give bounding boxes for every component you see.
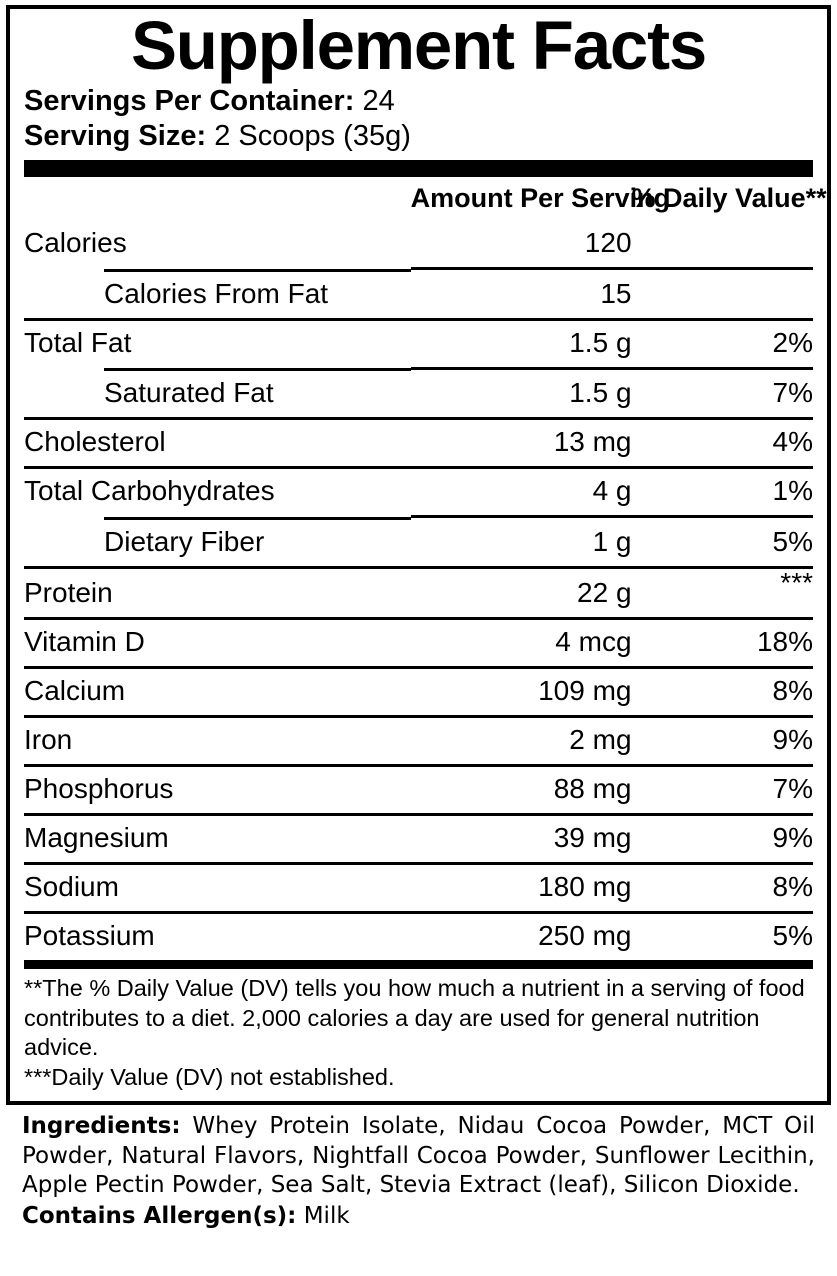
nutrient-daily-value (631, 267, 813, 320)
table-row: Phosphorus 88 mg 7% (24, 764, 813, 815)
table-row: Calories From Fat 15 (24, 267, 813, 320)
nutrient-name: Calcium (24, 666, 411, 717)
nutrient-amount: 250 mg (410, 911, 632, 961)
table-row: Magnesium 39 mg 9% (24, 813, 813, 864)
nutrient-name: Potassium (24, 911, 411, 961)
column-header-daily-value: % Daily Value** (631, 183, 827, 214)
nutrient-amount: 13 mg (410, 417, 632, 468)
nutrient-daily-value: 9% (631, 715, 813, 766)
nutrient-daily-value: 4% (631, 417, 813, 468)
table-row: Iron 2 mg 9% (24, 715, 813, 766)
table-row: Calories 120 (24, 221, 813, 269)
serving-info: Servings Per Container: 24 Serving Size:… (24, 84, 813, 161)
nutrient-name: Saturated Fat (24, 368, 411, 419)
table-row: Calcium 109 mg 8% (24, 666, 813, 717)
serving-size-label: Serving Size: (24, 119, 207, 152)
nutrient-name: Calories (24, 227, 127, 259)
servings-per-container-value: 24 (362, 84, 395, 117)
nutrient-name: Dietary Fiber (24, 516, 411, 568)
allergen-text: Milk (303, 1203, 350, 1230)
nutrient-amount: 88 mg (410, 764, 632, 815)
column-header-amount: Amount Per Serving (410, 183, 671, 214)
nutrient-amount: 39 mg (410, 813, 632, 864)
ingredients-section: Ingredients: Whey Protein Isolate, Nidau… (6, 1105, 831, 1233)
nutrient-daily-value (632, 221, 813, 269)
nutrient-daily-value: 2% (631, 317, 813, 369)
nutrient-name: Total Fat (24, 317, 411, 369)
nutrient-name: Iron (24, 715, 411, 766)
nutrient-name: Magnesium (24, 813, 411, 864)
nutrient-name: Calories From Fat (24, 268, 411, 320)
nutrient-amount: 120 (584, 227, 632, 259)
supplement-facts-panel: Supplement Facts Servings Per Container:… (6, 5, 831, 1105)
footnote-divider-bar (24, 960, 813, 970)
ingredients-label: Ingredients: (22, 1112, 181, 1139)
nutrient-daily-value: 5% (631, 911, 813, 961)
table-row: Total Carbohydrates 4 g 1% (24, 466, 813, 517)
nutrient-daily-value: *** (631, 565, 813, 619)
table-row: Sodium 180 mg 8% (24, 862, 813, 913)
nutrition-table: Amount Per Serving % Daily Value** Calor… (24, 177, 827, 961)
allergen-line: Contains Allergen(s): Milk (22, 1202, 815, 1232)
column-header-name (24, 177, 411, 221)
footnote-daily-value: **The % Daily Value (DV) tells you how m… (24, 975, 805, 1061)
servings-per-container-label: Servings Per Container: (24, 84, 355, 117)
nutrient-amount: 1.5 g (410, 366, 632, 419)
nutrient-daily-value: 9% (631, 813, 813, 864)
nutrient-name: Cholesterol (24, 417, 411, 468)
ingredients-text: Whey Protein Isolate, Nidau Cocoa Powder… (22, 1112, 815, 1199)
nutrient-name: Sodium (24, 862, 411, 913)
page-title: Supplement Facts (130, 7, 707, 84)
nutrient-daily-value: 5% (631, 515, 813, 568)
table-row: Potassium 250 mg 5% (24, 911, 813, 961)
header-divider-bar (24, 160, 813, 178)
nutrient-daily-value: 1% (631, 466, 813, 517)
nutrient-amount: 15 (410, 267, 632, 320)
nutrient-amount: 4 g (410, 466, 632, 517)
footnote-not-established: ***Daily Value (DV) not established. (24, 1064, 395, 1091)
nutrient-amount: 180 mg (410, 862, 632, 913)
nutrient-amount: 109 mg (410, 666, 632, 717)
nutrient-amount: 2 mg (410, 715, 632, 766)
table-row: Protein 22 g *** (24, 565, 813, 619)
allergen-label: Contains Allergen(s): (22, 1203, 297, 1230)
nutrient-daily-value: 8% (631, 862, 813, 913)
table-row: Saturated Fat 1.5 g 7% (24, 366, 813, 419)
servings-per-container-line: Servings Per Container: 24 (24, 84, 813, 119)
table-row: Dietary Fiber 1 g 5% (24, 515, 813, 568)
nutrient-amount: 1.5 g (410, 317, 632, 369)
ingredients-line: Ingredients: Whey Protein Isolate, Nidau… (22, 1112, 815, 1202)
nutrient-name: Phosphorus (24, 764, 411, 815)
nutrition-rows: Calories 120 Calories From Fat 15 Total Fat 1… (24, 221, 813, 961)
nutrient-daily-value: 7% (631, 764, 813, 815)
footnotes: **The % Daily Value (DV) tells you how m… (24, 969, 813, 1100)
nutrient-daily-value: 18% (631, 617, 813, 668)
serving-size-line: Serving Size: 2 Scoops (35g) (24, 119, 813, 154)
nutrient-name: Total Carbohydrates (24, 466, 411, 517)
nutrient-daily-value: 7% (631, 366, 813, 419)
nutrient-name: Vitamin D (24, 617, 411, 668)
nutrient-amount: 4 mcg (410, 617, 632, 668)
nutrient-amount: 1 g (410, 515, 632, 568)
nutrient-daily-value: 8% (631, 666, 813, 717)
table-row: Total Fat 1.5 g 2% (24, 317, 813, 369)
table-header-row: Amount Per Serving % Daily Value** (24, 177, 827, 221)
nutrient-amount: 22 g (410, 565, 632, 619)
daily-value-asterisks: *** (780, 566, 813, 598)
serving-size-value: 2 Scoops (35g) (214, 119, 411, 152)
table-row: Cholesterol 13 mg 4% (24, 417, 813, 468)
nutrient-name: Protein (24, 565, 411, 619)
